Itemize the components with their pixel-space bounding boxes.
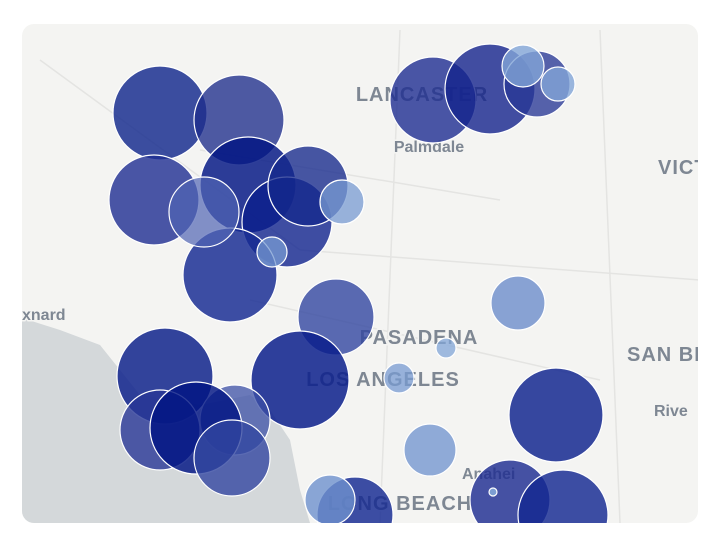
place-label: xnard	[22, 307, 66, 324]
bubble	[256, 236, 288, 268]
bubble	[319, 179, 365, 225]
bubble	[112, 65, 208, 161]
bubble	[304, 474, 356, 523]
bubble	[193, 419, 271, 497]
bubble	[250, 330, 350, 430]
bubble	[517, 469, 609, 523]
bubble	[403, 423, 457, 477]
place-label: PASADENA	[360, 327, 479, 349]
bubble	[435, 337, 457, 359]
map-area: LANCASTER Palmdale VICT xnard PASADENA S…	[22, 24, 708, 523]
place-label: VICT	[658, 157, 708, 179]
place-label: Palmdale	[394, 139, 464, 156]
bubble	[168, 176, 240, 248]
place-label: SAN BI	[627, 344, 701, 366]
bubble	[501, 44, 545, 88]
bubble	[383, 362, 415, 394]
bubble	[508, 367, 604, 463]
bubbles	[108, 43, 609, 523]
bubble	[490, 275, 546, 331]
bubble	[540, 66, 576, 102]
place-label: Rive	[654, 403, 688, 420]
bubble	[488, 487, 498, 497]
